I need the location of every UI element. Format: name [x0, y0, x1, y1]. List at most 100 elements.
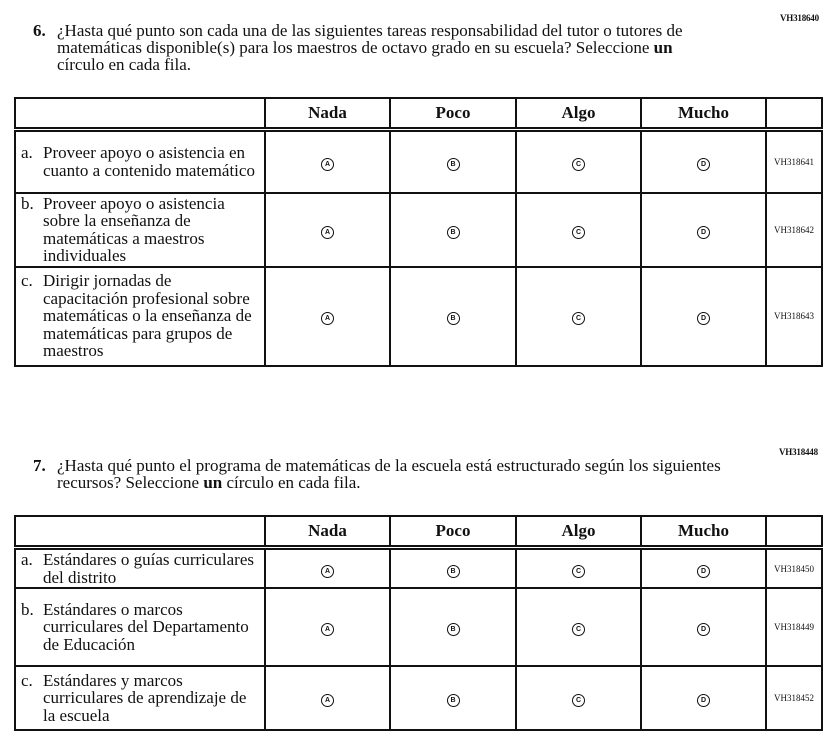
- answer-bubble-c[interactable]: C: [572, 157, 585, 171]
- answer-bubble-d[interactable]: D: [697, 157, 710, 171]
- item-code: VH318643: [765, 265, 823, 367]
- option-cell: C: [515, 128, 642, 194]
- answer-bubble-d[interactable]: D: [697, 623, 710, 636]
- option-cell: A: [264, 546, 391, 589]
- question-6: 6. ¿Hasta qué punto son cada una de las …: [33, 22, 693, 73]
- item-code: VH318642: [765, 191, 823, 268]
- answer-bubble-c[interactable]: C: [572, 225, 585, 239]
- header-code: [765, 97, 823, 132]
- answer-bubble-d[interactable]: D: [697, 312, 710, 325]
- option-cell: C: [515, 191, 642, 268]
- header-algo: Algo: [515, 97, 642, 132]
- question-7-code: VH318448: [779, 447, 818, 457]
- option-cell: B: [389, 587, 517, 667]
- option-cell: D: [640, 128, 767, 194]
- row-text: Estándares o marcos curriculares del Dep…: [43, 599, 249, 654]
- option-cell: B: [389, 665, 517, 731]
- row-letter: b.: [21, 193, 34, 213]
- header-poco: Poco: [389, 515, 517, 550]
- answer-bubble-a[interactable]: A: [321, 623, 334, 636]
- option-cell: A: [264, 587, 391, 667]
- header-nada: Nada: [264, 515, 391, 550]
- question-number: 7.: [33, 456, 46, 475]
- item-code: VH318449: [765, 587, 823, 667]
- option-cell: C: [515, 587, 642, 667]
- item-code: VH318641: [765, 128, 823, 194]
- row-letter: a.: [21, 143, 33, 163]
- header-nada: Nada: [264, 97, 391, 132]
- option-cell: A: [264, 665, 391, 731]
- row-text: Estándares o guías curriculares del dist…: [43, 550, 254, 587]
- header-mucho: Mucho: [640, 97, 767, 132]
- option-cell: C: [515, 665, 642, 731]
- row-letter: c.: [21, 271, 33, 291]
- question-number: 6.: [33, 21, 46, 40]
- question-7-table: Nada Poco Algo Mucho a. Estándares o guías c…: [14, 515, 823, 731]
- question-7: 7. ¿Hasta qué punto el programa de matem…: [33, 457, 733, 491]
- row-text: Proveer apoyo o asistencia en cuanto a c…: [43, 143, 255, 180]
- answer-bubble-b[interactable]: B: [446, 564, 460, 578]
- answer-bubble-a[interactable]: A: [321, 225, 334, 239]
- header-code: [765, 515, 823, 550]
- option-cell: D: [640, 265, 767, 367]
- question-text: ¿Hasta qué punto el programa de matemáti…: [57, 456, 721, 492]
- option-cell: D: [640, 191, 767, 268]
- header-mucho: Mucho: [640, 515, 767, 550]
- table-row: b. Proveer apoyo o asistencia sobre la en…: [14, 191, 823, 268]
- answer-bubble-a[interactable]: A: [321, 564, 334, 578]
- row-letter: a.: [21, 550, 33, 569]
- answer-bubble-a[interactable]: A: [321, 694, 334, 707]
- option-cell: B: [389, 546, 517, 589]
- option-cell: A: [264, 265, 391, 367]
- row-label: b. Proveer apoyo o asistencia sobre la en…: [14, 191, 266, 268]
- option-cell: B: [389, 265, 517, 367]
- option-cell: C: [515, 265, 642, 367]
- answer-bubble-c[interactable]: C: [572, 623, 585, 636]
- table-row: b. Estándares o marcos curriculares del D…: [14, 587, 823, 667]
- option-cell: D: [640, 546, 767, 589]
- answer-bubble-d[interactable]: D: [697, 225, 710, 239]
- answer-bubble-b[interactable]: B: [446, 312, 460, 325]
- option-cell: C: [515, 546, 642, 589]
- header-poco: Poco: [389, 97, 517, 132]
- option-cell: D: [640, 665, 767, 731]
- row-label: a. Proveer apoyo o asistencia en cuanto a…: [14, 128, 266, 194]
- answer-bubble-c[interactable]: C: [572, 564, 585, 578]
- question-6-code: VH318640: [780, 13, 819, 23]
- answer-bubble-b[interactable]: B: [446, 694, 460, 707]
- answer-bubble-a[interactable]: A: [321, 157, 334, 171]
- header-row: Nada Poco Algo Mucho: [14, 515, 823, 550]
- answer-bubble-c[interactable]: C: [572, 312, 585, 325]
- table-row: a. Estándares o guías curriculares del di…: [14, 546, 823, 589]
- row-text: Estándares y marcos curriculares de apre…: [43, 670, 247, 725]
- answer-bubble-b[interactable]: B: [446, 157, 460, 171]
- option-cell: B: [389, 191, 517, 268]
- header-row: Nada Poco Algo Mucho: [14, 97, 823, 132]
- option-cell: B: [389, 128, 517, 194]
- table-row: c. Dirigir jornadas de capacitación profe…: [14, 265, 823, 367]
- row-label: b. Estándares o marcos curriculares del D…: [14, 587, 266, 667]
- answer-bubble-d[interactable]: D: [697, 694, 710, 707]
- header-algo: Algo: [515, 515, 642, 550]
- answer-bubble-b[interactable]: B: [446, 623, 460, 636]
- row-label: c. Estándares y marcos curriculares de ap…: [14, 665, 266, 731]
- row-letter: b.: [21, 599, 34, 619]
- row-label: a. Estándares o guías curriculares del di…: [14, 546, 266, 589]
- row-text: Proveer apoyo o asistencia sobre la ense…: [43, 193, 225, 265]
- header-blank: [14, 97, 266, 132]
- row-label: c. Dirigir jornadas de capacitación profe…: [14, 265, 266, 367]
- option-cell: A: [264, 191, 391, 268]
- table-row: a. Proveer apoyo o asistencia en cuanto a…: [14, 128, 823, 194]
- header-blank: [14, 515, 266, 550]
- answer-bubble-b[interactable]: B: [446, 225, 460, 239]
- item-code: VH318450: [765, 546, 823, 589]
- answer-bubble-d[interactable]: D: [697, 564, 710, 578]
- option-cell: D: [640, 587, 767, 667]
- option-cell: A: [264, 128, 391, 194]
- question-text: ¿Hasta qué punto son cada una de las sig…: [57, 21, 683, 74]
- table-row: c. Estándares y marcos curriculares de ap…: [14, 665, 823, 731]
- answer-bubble-a[interactable]: A: [321, 312, 334, 325]
- question-6-table: Nada Poco Algo Mucho a. Proveer apoyo o asis…: [14, 97, 823, 367]
- answer-bubble-c[interactable]: C: [572, 694, 585, 707]
- row-text: Dirigir jornadas de capacitación profesi…: [43, 271, 252, 361]
